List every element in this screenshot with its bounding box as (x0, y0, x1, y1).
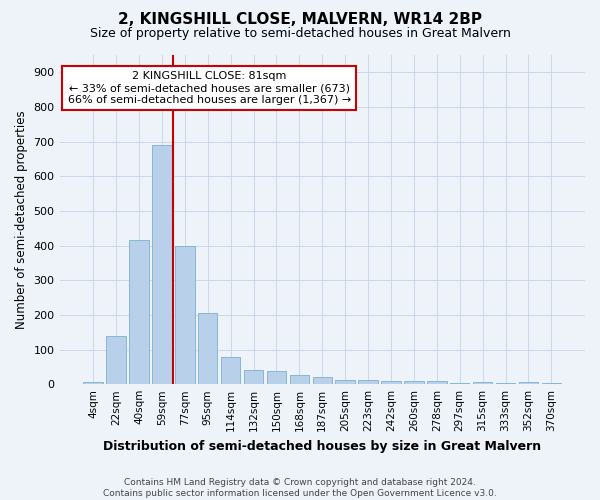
Text: Contains HM Land Registry data © Crown copyright and database right 2024.
Contai: Contains HM Land Registry data © Crown c… (103, 478, 497, 498)
Bar (427, 382, 446, 384)
Bar (313, 378, 332, 384)
Text: 2, KINGSHILL CLOSE, MALVERN, WR14 2BP: 2, KINGSHILL CLOSE, MALVERN, WR14 2BP (118, 12, 482, 28)
Bar (381, 380, 401, 384)
Bar (152, 145, 172, 384)
Bar (335, 380, 355, 384)
Bar (450, 383, 469, 384)
Bar (221, 357, 241, 384)
Text: 2 KINGSHILL CLOSE: 81sqm
← 33% of semi-detached houses are smaller (673)
66% of : 2 KINGSHILL CLOSE: 81sqm ← 33% of semi-d… (68, 72, 351, 104)
Bar (244, 370, 263, 384)
Bar (198, 313, 217, 384)
Bar (473, 382, 493, 384)
Bar (106, 336, 126, 384)
Bar (358, 380, 378, 384)
Bar (267, 371, 286, 384)
Bar (496, 383, 515, 384)
Bar (129, 240, 149, 384)
Y-axis label: Number of semi-detached properties: Number of semi-detached properties (15, 110, 28, 329)
Bar (83, 382, 103, 384)
Bar (519, 382, 538, 384)
Bar (404, 381, 424, 384)
Bar (175, 246, 194, 384)
Text: Size of property relative to semi-detached houses in Great Malvern: Size of property relative to semi-detach… (89, 28, 511, 40)
Bar (290, 375, 309, 384)
X-axis label: Distribution of semi-detached houses by size in Great Malvern: Distribution of semi-detached houses by … (103, 440, 541, 452)
